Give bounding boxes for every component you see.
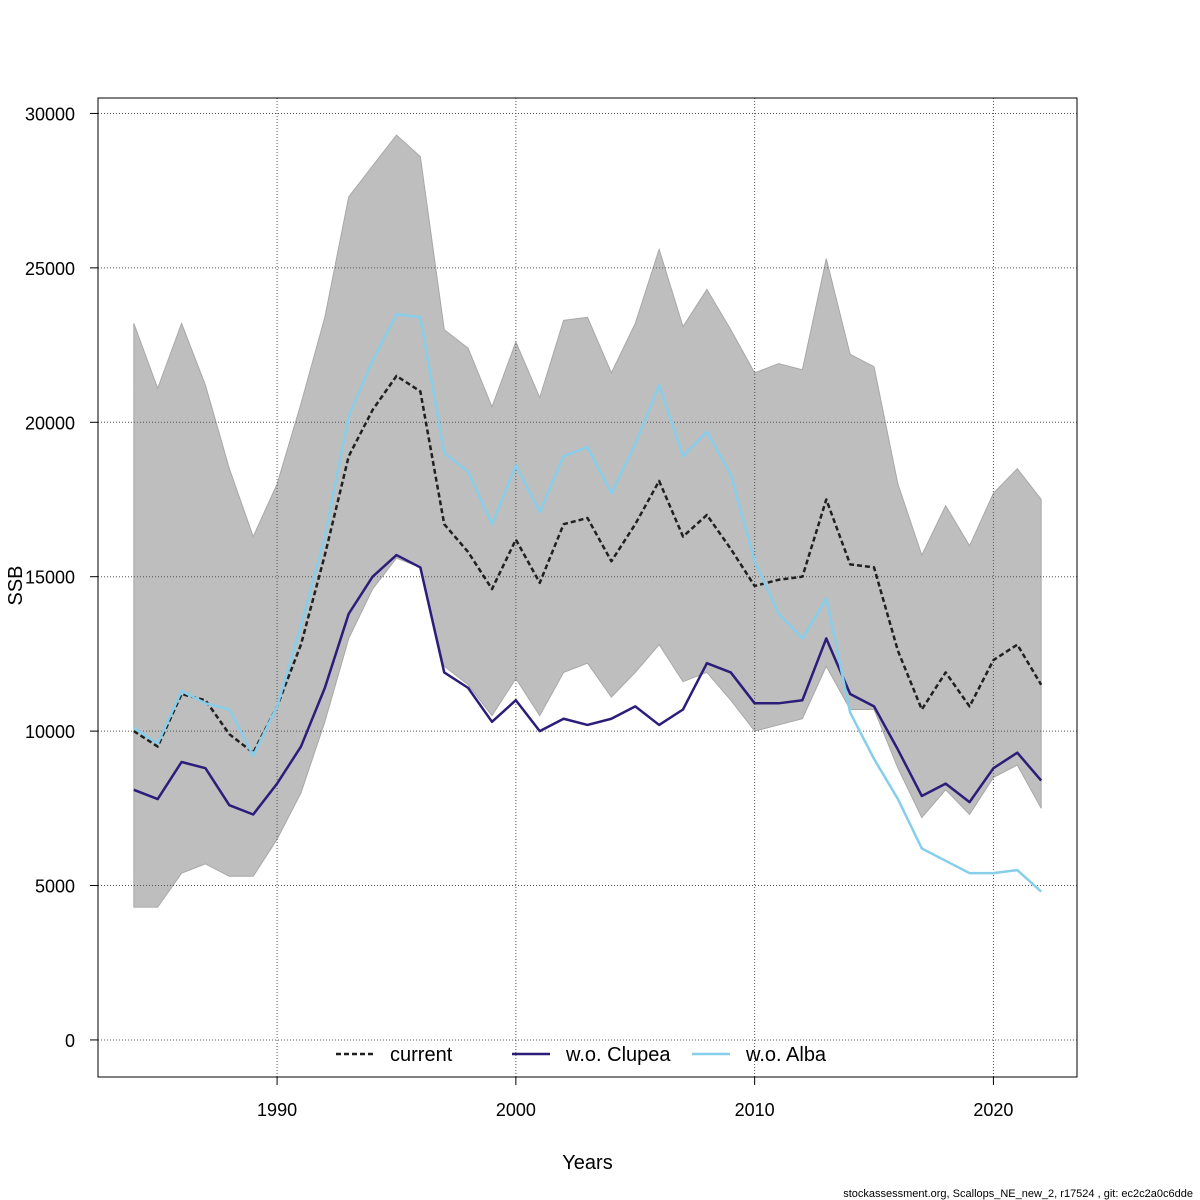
grid [98,98,1077,1077]
y-tick-label: 20000 [25,413,75,433]
y-tick-label: 15000 [25,568,75,588]
series-lines [133,312,1043,893]
y-tick-label: 0 [65,1031,75,1051]
x-axis: 1990 2000 2010 2020 [257,1077,1013,1120]
y-axis: 0 5000 10000 15000 20000 25000 30000 [25,104,98,1051]
series-line-0 [133,374,1043,754]
x-tick-label: 2000 [496,1100,536,1120]
legend-label-2: w.o. Alba [745,1044,827,1066]
x-tick-label: 2020 [973,1100,1013,1120]
series-line-1 [133,553,1043,816]
y-tick-label: 25000 [25,259,75,279]
legend: current w.o. Clupea w.o. Alba [336,1044,827,1066]
legend-label-1: w.o. Clupea [565,1044,671,1066]
y-axis-label: SSB [5,565,27,605]
x-tick-label: 2010 [735,1100,775,1120]
series-line-2 [133,312,1043,893]
y-tick-label: 30000 [25,104,75,124]
x-axis-label: Years [562,1152,612,1174]
y-tick-label: 10000 [25,722,75,742]
legend-label-0: current [390,1044,453,1066]
plot-frame [97,97,1078,1078]
y-tick-label: 5000 [35,877,75,897]
footer-credit: stockassessment.org, Scallops_NE_new_2, … [843,1188,1193,1200]
x-tick-label: 1990 [257,1100,297,1120]
